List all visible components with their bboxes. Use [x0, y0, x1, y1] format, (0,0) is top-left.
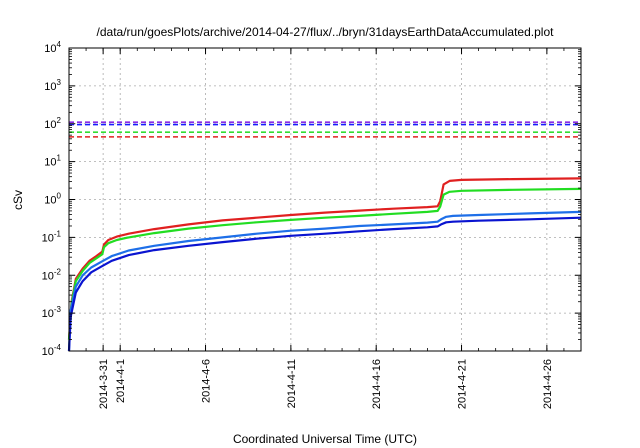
x-tick-label: 2014-4-11 [286, 359, 298, 408]
y-tick-label: 101 [44, 154, 61, 169]
y-tick-label: 102 [44, 116, 61, 131]
chart-title: /data/run/goesPlots/archive/2014-04-27/f… [97, 25, 555, 39]
x-tick-label: 2014-4-6 [201, 359, 213, 403]
x-axis-label: Coordinated Universal Time (UTC) [233, 432, 417, 446]
y-tick-label: 10-4 [42, 343, 62, 358]
series-line [67, 177, 582, 340]
series-lines [67, 177, 582, 352]
y-tick-label: 10-2 [42, 267, 62, 282]
x-tick-label: 2014-4-21 [457, 359, 469, 409]
series-line [67, 210, 582, 352]
y-tick-label: 10-3 [42, 305, 62, 320]
y-tick-label: 100 [44, 192, 61, 207]
x-tick-label: 2014-4-16 [371, 359, 383, 409]
series-line [67, 216, 582, 352]
series-line [67, 187, 582, 340]
y-tick-label: 103 [44, 78, 61, 93]
threshold-lines [69, 121, 581, 138]
x-tick-label: 2014-3-31 [98, 359, 110, 409]
x-tick-label: 2014-4-26 [542, 359, 554, 409]
grid [69, 48, 581, 351]
y-tick-label: 104 [44, 40, 61, 55]
y-tick-label: 10-1 [42, 229, 62, 244]
y-axis-label: cSv [11, 190, 25, 210]
x-tick-label: 2014-4-1 [115, 359, 127, 403]
axis-ticks: 10-4 10-3 10-2 10-1 100 101 102 103 104 2014-3-31… [42, 40, 582, 409]
